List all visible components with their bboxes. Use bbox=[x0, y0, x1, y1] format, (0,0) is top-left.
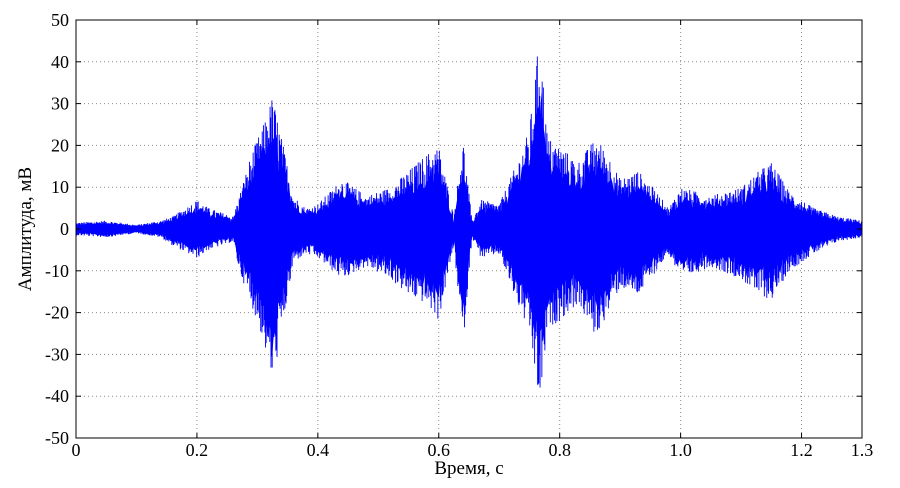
y-axis-label: Амплитуда, мВ bbox=[15, 167, 36, 291]
y-tick-label: 10 bbox=[51, 177, 69, 197]
x-tick-label: 1.0 bbox=[669, 440, 692, 460]
signal-series-line bbox=[76, 56, 862, 388]
x-tick-label: 0 bbox=[72, 440, 81, 460]
y-tick-label: 0 bbox=[60, 219, 69, 239]
y-tick-label: 40 bbox=[51, 52, 69, 72]
y-tick-label: -50 bbox=[45, 428, 69, 448]
y-tick-label: -40 bbox=[45, 386, 69, 406]
y-tick-label: -30 bbox=[45, 344, 69, 364]
y-tick-label: 50 bbox=[51, 10, 69, 30]
y-tick-label: -20 bbox=[45, 303, 69, 323]
x-tick-labels: 0 0.2 0.4 0.6 0.8 1.0 1.2 1.3 bbox=[72, 440, 874, 460]
y-tick-label: 30 bbox=[51, 94, 69, 114]
x-tick-label: 0.8 bbox=[548, 440, 571, 460]
x-axis-label: Время, с bbox=[434, 458, 503, 479]
y-tick-label: 20 bbox=[51, 135, 69, 155]
x-tick-label: 0.2 bbox=[186, 440, 209, 460]
x-tick-label: 0.4 bbox=[307, 440, 330, 460]
signal-waveform bbox=[76, 56, 862, 388]
ticks bbox=[75, 19, 863, 439]
y-tick-labels: -50 -40 -30 -20 -10 0 10 20 30 40 50 bbox=[45, 10, 69, 448]
x-tick-label: 0.6 bbox=[428, 440, 451, 460]
x-tick-label: 1.3 bbox=[851, 440, 874, 460]
x-tick-label: 1.2 bbox=[790, 440, 813, 460]
y-tick-label: -10 bbox=[45, 261, 69, 281]
